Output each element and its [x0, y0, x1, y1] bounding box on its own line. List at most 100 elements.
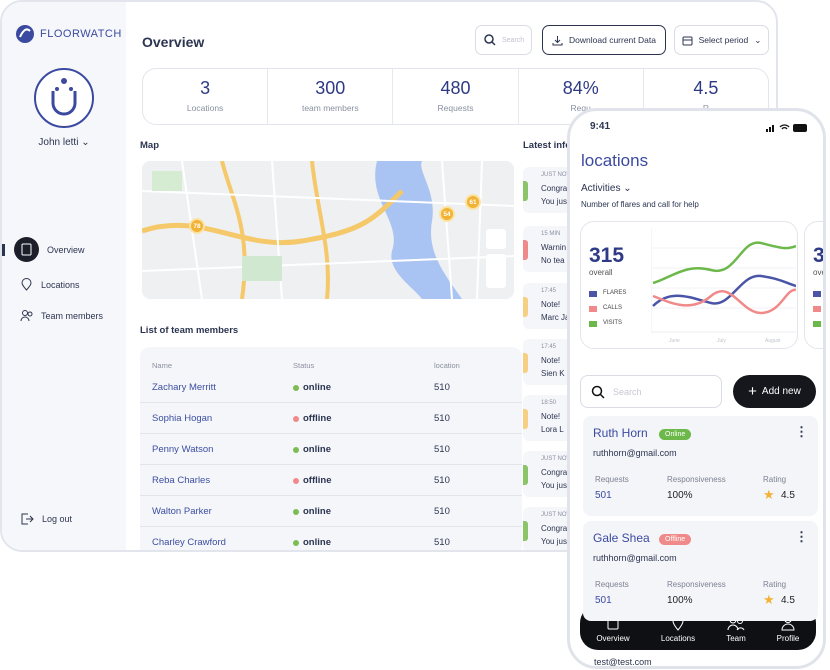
feed-tab — [523, 465, 528, 485]
search-placeholder: Search — [502, 36, 525, 44]
metric-label: Rating — [763, 580, 787, 589]
chart-total: 315 — [589, 244, 625, 267]
more-menu[interactable]: ⋮ — [795, 529, 808, 544]
table-row[interactable]: Sophia Hogan offline 510 — [140, 403, 522, 434]
nav-overview[interactable]: Overview — [14, 237, 85, 262]
feed-time: JUST NOW — [541, 456, 573, 462]
table-row[interactable]: Charley Crawford online 510 — [140, 527, 522, 550]
status-tag: Online — [659, 429, 692, 440]
feed-title: Warnin — [541, 243, 567, 252]
legend-swatch — [813, 306, 821, 312]
table-row[interactable]: Penny Watson online 510 — [140, 434, 522, 465]
table-row[interactable]: Zachary Merritt online 510 — [140, 372, 522, 403]
stat-value: 480 — [440, 78, 471, 98]
star: ★ — [763, 592, 775, 607]
member-location: 510 — [434, 413, 450, 424]
person-card[interactable]: Gale Shea Offline ⋮ ruthhorn@gmail.com Reque… — [583, 521, 818, 621]
feed-title: Latest info — [523, 140, 572, 151]
feed-tab — [523, 297, 528, 317]
stat-label: Requ — [570, 103, 591, 113]
column-header: Status — [293, 361, 315, 370]
legend-label: CALLS — [603, 305, 623, 311]
member-status: online — [303, 382, 331, 393]
person-card[interactable]: Ruth Horn Online ⋮ ruthhorn@gmail.com Reques… — [583, 416, 818, 516]
metric-value: 100% — [667, 595, 693, 606]
metric-value: 501 — [595, 490, 612, 501]
add-button[interactable]: + Add new — [733, 375, 816, 408]
avatar — [34, 68, 94, 128]
user-name[interactable]: John letti ⌄ — [38, 137, 90, 148]
nav-team[interactable]: Team members — [20, 309, 103, 322]
logout-label: Log out — [42, 514, 73, 524]
status-dot — [293, 385, 299, 391]
metric-label: Responsiveness — [667, 475, 726, 484]
map-marker[interactable]: 78 — [189, 218, 205, 234]
chart-card: 315 overall FLARES CALLS VISITS June July Aug… — [580, 221, 798, 349]
stat: 300 team members — [268, 69, 394, 124]
feed-text: No tea — [541, 256, 565, 265]
feed-text: You jus — [541, 481, 567, 490]
legend-swatch — [813, 291, 821, 297]
phone-title: locations — [581, 151, 649, 170]
feed-time: 18:50 — [541, 400, 557, 406]
month-label: July — [717, 338, 726, 344]
search-box[interactable]: Search — [475, 25, 532, 55]
member-location: 510 — [434, 444, 450, 455]
stats-bar: 3 Locations 300 team members 480 Requests 84% R… — [142, 68, 769, 125]
search-placeholder: Search — [613, 386, 642, 397]
phone-subtitle: Number of flares and call for help — [581, 200, 699, 209]
member-name: Charley Crawford — [152, 537, 226, 548]
member-status: offline — [303, 475, 332, 486]
legend-swatch — [589, 321, 597, 327]
nav-locations[interactable]: Locations — [20, 278, 80, 291]
plus: + — [748, 383, 757, 400]
legend-swatch — [589, 306, 597, 312]
team-title: List of team members — [140, 325, 239, 336]
member-name: Penny Watson — [152, 444, 214, 455]
phone-search[interactable]: Search — [580, 375, 722, 408]
download-button[interactable]: Download current Data — [542, 25, 666, 55]
feed-tab — [523, 181, 528, 201]
person-name: Ruth Horn — [593, 426, 648, 440]
nav-label: Overview — [47, 244, 85, 255]
member-status: online — [303, 537, 331, 548]
table-row[interactable]: Walton Parker online 510 — [140, 496, 522, 527]
period-select[interactable]: Select period ⌄ — [674, 25, 769, 55]
feed-time: 15 MIN — [541, 231, 561, 237]
member-location: 510 — [434, 506, 450, 517]
member-status: online — [303, 444, 331, 455]
logout[interactable]: Log out — [20, 512, 72, 526]
feed-title: Congra — [541, 184, 568, 193]
feed-tab — [523, 353, 528, 373]
table-row[interactable]: Reba Charles offline 510 — [140, 465, 522, 496]
feed-time: 17:45 — [541, 288, 557, 294]
more-menu[interactable]: ⋮ — [795, 424, 808, 439]
member-status: offline — [303, 413, 332, 424]
activities-select[interactable]: Activities ⌄ — [581, 183, 632, 194]
column-header: location — [434, 361, 460, 370]
feed-time: JUST NOW — [541, 172, 573, 178]
map-marker[interactable]: 54 — [439, 206, 455, 222]
user-name-text: John letti — [38, 137, 79, 148]
map-title: Map — [140, 140, 159, 151]
member-location: 510 — [434, 382, 450, 393]
stat-value: 300 — [315, 78, 346, 98]
chart-card-2: 31 over — [804, 221, 825, 349]
phone: 9:41 locations Activities ⌄ Number of fl… — [567, 108, 826, 669]
feed-text: Lora L — [541, 425, 564, 434]
map-marker[interactable]: 61 — [465, 194, 481, 210]
legend-label: FLARES — [603, 290, 627, 296]
map — [142, 161, 514, 299]
status-dot — [293, 509, 299, 515]
nav-label: Team members — [41, 310, 104, 321]
icon — [20, 310, 33, 322]
nav-label: Team — [726, 634, 746, 643]
extra-email: test@test.com — [594, 657, 652, 667]
person-email: ruthhorn@gmail.com — [593, 553, 677, 563]
nav-label: Locations — [41, 279, 80, 290]
icon — [14, 237, 39, 262]
member-name: Walton Parker — [152, 506, 212, 517]
stat-label: Requests — [437, 103, 474, 113]
chart-total: 31 — [813, 244, 825, 267]
